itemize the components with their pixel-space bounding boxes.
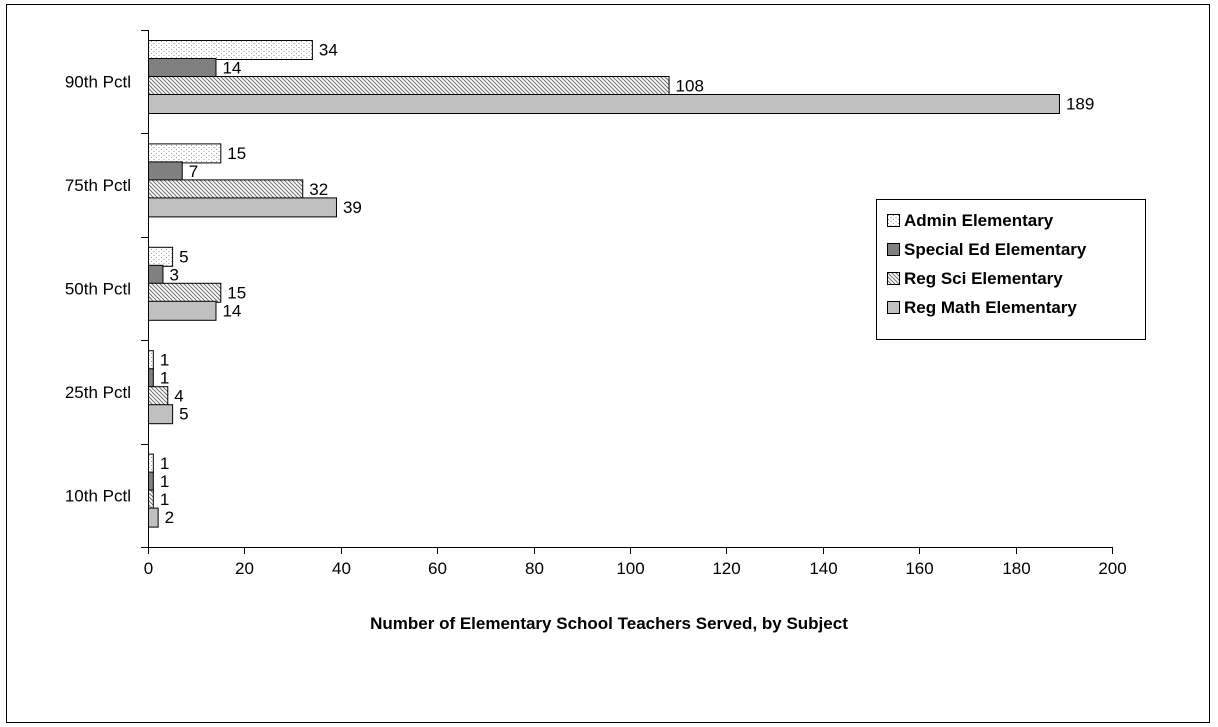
bar-reg-math-elementary — [148, 94, 1060, 114]
x-tick-label: 80 — [525, 559, 544, 578]
data-label-special-ed-elementary: 14 — [222, 59, 241, 78]
y-tick-label: 75th Pctl — [65, 176, 131, 195]
data-label-reg-sci-elementary: 4 — [174, 387, 183, 406]
data-label-reg-sci-elementary: 15 — [227, 283, 246, 302]
y-tick-label: 90th Pctl — [65, 73, 131, 92]
legend-label-reg-sci: Reg Sci Elementary — [904, 268, 1063, 288]
bar-special-ed-elementary — [148, 368, 154, 389]
x-tick-label: 180 — [1002, 559, 1030, 578]
data-label-reg-math-elementary: 14 — [222, 301, 241, 320]
data-label-special-ed-elementary: 7 — [189, 162, 198, 181]
legend-label-special-ed: Special Ed Elementary — [904, 239, 1087, 259]
bar-reg-math-elementary — [148, 197, 337, 218]
bar-admin-elementary — [148, 143, 222, 164]
x-tick-label: 100 — [616, 559, 644, 578]
legend-swatch-reg-sci — [887, 272, 900, 285]
y-tick-label: 50th Pctl — [65, 280, 131, 299]
x-tick-label: 140 — [809, 559, 837, 578]
x-axis-label: Number of Elementary School Teachers Ser… — [370, 614, 848, 633]
data-label-reg-math-elementary: 189 — [1066, 95, 1094, 114]
x-tick-label: 160 — [905, 559, 933, 578]
bar-special-ed-elementary — [148, 264, 164, 285]
bar-reg-sci-elementary — [148, 386, 169, 407]
data-label-admin-elementary: 1 — [160, 351, 169, 370]
bar-special-ed-elementary — [148, 161, 183, 182]
data-label-special-ed-elementary: 3 — [169, 265, 178, 284]
x-tick-label: 40 — [332, 559, 351, 578]
bar-admin-elementary — [148, 40, 313, 60]
data-label-reg-math-elementary: 2 — [165, 508, 174, 527]
bar-reg-sci-elementary — [148, 76, 670, 96]
x-tick-label: 120 — [712, 559, 740, 578]
legend-label-admin: Admin Elementary — [904, 210, 1054, 230]
x-tick-label: 20 — [235, 559, 254, 578]
data-label-special-ed-elementary: 1 — [160, 369, 169, 388]
data-label-reg-sci-elementary: 32 — [309, 180, 328, 199]
y-tick-label: 10th Pctl — [65, 486, 131, 505]
legend-swatch-admin — [887, 214, 900, 227]
bar-reg-math-elementary — [148, 404, 174, 425]
bar-reg-sci-elementary — [148, 489, 154, 510]
bar-reg-sci-elementary — [148, 179, 304, 200]
y-tick-label: 25th Pctl — [65, 383, 131, 402]
bar-reg-sci-elementary — [148, 282, 222, 303]
legend-item-admin: Admin Elementary — [877, 206, 1145, 235]
bar-special-ed-elementary — [148, 471, 154, 492]
legend-item-special-ed: Special Ed Elementary — [877, 235, 1145, 264]
data-label-admin-elementary: 5 — [179, 247, 188, 266]
data-label-admin-elementary: 34 — [319, 41, 338, 60]
legend-swatch-special-ed — [887, 243, 900, 256]
legend-item-reg-math: Reg Math Elementary — [877, 293, 1145, 322]
bar-admin-elementary — [148, 246, 174, 267]
data-label-special-ed-elementary: 1 — [160, 472, 169, 491]
legend-swatch-reg-math — [887, 301, 900, 314]
data-label-reg-math-elementary: 5 — [179, 405, 188, 424]
bar-admin-elementary — [148, 453, 154, 474]
legend-label-reg-math: Reg Math Elementary — [904, 297, 1077, 317]
data-label-reg-sci-elementary: 1 — [160, 490, 169, 509]
bar-special-ed-elementary — [148, 58, 217, 78]
data-label-reg-sci-elementary: 108 — [676, 77, 704, 96]
legend-item-reg-sci: Reg Sci Elementary — [877, 264, 1145, 293]
bar-reg-math-elementary — [148, 300, 217, 321]
x-tick-label: 0 — [144, 559, 153, 578]
bar-admin-elementary — [148, 350, 154, 371]
x-tick-label: 60 — [428, 559, 447, 578]
data-label-admin-elementary: 15 — [227, 144, 246, 163]
legend: Admin Elementary Special Ed Elementary R… — [876, 199, 1146, 340]
data-label-reg-math-elementary: 39 — [343, 198, 362, 217]
chart-frame — [6, 4, 1210, 723]
x-tick-label: 200 — [1098, 559, 1126, 578]
bar-reg-math-elementary — [148, 507, 159, 528]
data-label-admin-elementary: 1 — [160, 454, 169, 473]
